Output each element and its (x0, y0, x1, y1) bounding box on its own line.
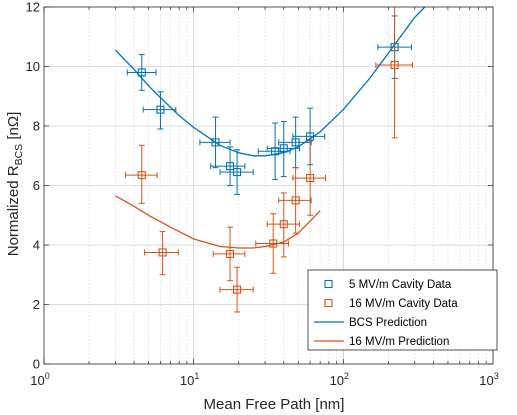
x-axis-label: Mean Free Path [nm] (204, 396, 345, 413)
square-marker (137, 171, 146, 180)
legend-marker (324, 298, 333, 308)
legend-label: BCS Prediction (349, 317, 427, 329)
square-marker (279, 144, 288, 153)
data-point (292, 140, 326, 216)
x-tick-label-base: 10 (180, 373, 194, 388)
prediction-line (114, 6, 426, 157)
square-marker (291, 138, 300, 147)
legend-box (307, 269, 498, 351)
data-point (219, 266, 254, 313)
y-tick-label: 2 (33, 297, 40, 312)
x-tick-label-base: 10 (330, 373, 344, 388)
legend-entry: BCS Prediction (314, 317, 427, 329)
axis-ticks (43, 6, 493, 365)
series-bcs-prediction (114, 6, 426, 157)
x-tick-labels: 100 101 102 103 (30, 371, 498, 388)
data-point (212, 226, 246, 282)
x-tick-label-base: 10 (479, 373, 493, 388)
data-point (126, 54, 157, 91)
x-tick-label: 103 (479, 371, 498, 388)
square-marker (306, 174, 315, 183)
x-tick-label-exponent: 0 (45, 371, 50, 381)
legend-label: 5 MV/m Cavity Data (349, 279, 452, 291)
x-tick-label: 102 (330, 371, 349, 388)
square-marker (156, 105, 165, 114)
x-tick-label: 101 (180, 371, 199, 388)
legend-marker (324, 279, 333, 289)
square-marker (225, 162, 235, 171)
legend: 5 MV/m Cavity Data 16 MV/m Cavity Data BCS… (307, 269, 498, 351)
legend-entry: 5 MV/m Cavity Data (324, 279, 452, 291)
square-marker (279, 220, 288, 229)
square-marker (211, 138, 220, 147)
y-axis-label-main: Normalized R (5, 165, 22, 256)
x-tick-label-exponent: 2 (344, 371, 349, 381)
y-axis-label-subscript: BCS (13, 144, 25, 166)
square-marker (137, 68, 146, 77)
y-axis-label: Normalized RBCS [nΩ] (5, 112, 25, 257)
data-point (266, 192, 301, 258)
x-tick-label: 100 (30, 371, 49, 388)
y-tick-label: 4 (33, 238, 40, 253)
y-tick-label: 6 (33, 178, 40, 193)
data-point (375, 7, 414, 139)
legend-label: 16 MV/m Cavity Data (349, 298, 458, 310)
y-tick-label: 8 (33, 119, 40, 134)
square-marker (233, 285, 242, 294)
square-marker (291, 196, 300, 205)
legend-entry: 16 MV/m Cavity Data (324, 298, 458, 310)
square-marker (225, 249, 235, 258)
legend-entries: 5 MV/m Cavity Data 16 MV/m Cavity Data BCS… (314, 279, 458, 348)
series-5-mv-m-cavity-data (126, 15, 412, 195)
square-marker (233, 168, 242, 177)
data-point (144, 231, 179, 276)
y-tick-label: 0 (33, 357, 40, 372)
y-axis-label-unit: [nΩ] (5, 112, 22, 144)
y-tick-label: 10 (26, 59, 40, 74)
prediction-line (115, 195, 321, 249)
series-16-mv-m-prediction (115, 195, 321, 249)
series-layer (114, 6, 426, 313)
y-tick-label: 12 (26, 0, 40, 15)
series-16-mv-m-cavity-data (124, 7, 414, 313)
legend-label: 16 MV/m Prediction (349, 336, 449, 348)
y-tick-labels: 0 2 4 6 8 10 12 (26, 0, 40, 372)
data-point (210, 146, 246, 186)
x-tick-label-exponent: 3 (494, 371, 499, 381)
x-tick-label-base: 10 (30, 373, 44, 388)
data-point (219, 149, 254, 195)
square-marker (158, 248, 167, 257)
data-point (124, 144, 158, 204)
x-tick-label-exponent: 1 (194, 371, 199, 381)
legend-entry: 16 MV/m Prediction (314, 336, 449, 348)
square-marker (390, 60, 399, 70)
